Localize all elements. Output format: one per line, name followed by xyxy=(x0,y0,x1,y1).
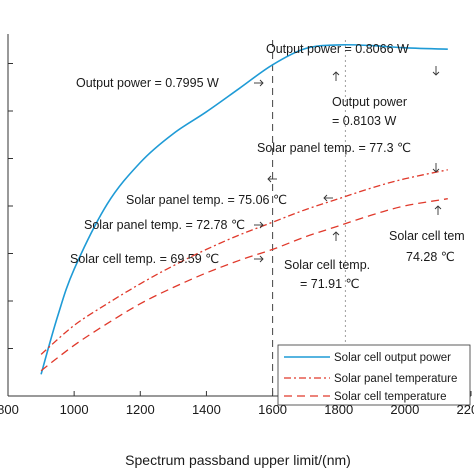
legend-box xyxy=(277,344,471,406)
annotation-cell-temp-69.59: Solar cell temp. = 69.59 ℃ xyxy=(70,252,219,266)
x-tick-label-1800: 1800 xyxy=(324,402,353,417)
annotations: Output power = 0.8066 W Output power = 0… xyxy=(70,42,465,291)
reference-lines xyxy=(272,40,346,396)
annotation-markers xyxy=(254,66,442,263)
x-tick-label-2000: 2000 xyxy=(390,402,419,417)
annotation-cell-temp-74.28-line2: 74.28 ℃ xyxy=(406,250,455,264)
x-axis-label: Spectrum passband upper limit/(nm) xyxy=(125,452,351,468)
plot-area xyxy=(8,34,471,396)
annotation-output-power-0.7995: Output power = 0.7995 W xyxy=(76,76,219,90)
annotation-panel-temp-77.3: Solar panel temp. = 77.3 ℃ xyxy=(257,141,411,155)
axes: 800 1000 1200 1400 1600 1800 2000 2200 xyxy=(0,34,474,417)
legend-label-panel-temp: Solar panel temperature xyxy=(334,373,457,385)
arrow-cell-temp-74.28-head xyxy=(434,205,442,210)
arrow-panel-temp-75.06-head xyxy=(323,194,328,202)
annotation-panel-temp-72.78: Solar panel temp. = 72.78 ℃ xyxy=(84,218,245,232)
series-line-solar-cell-temperature xyxy=(40,198,448,372)
annotation-cell-temp-71.91-line1: Solar cell temp. xyxy=(284,258,370,272)
arrow-cell-temp-69.59-head xyxy=(259,255,264,263)
x-tick-label-800: 800 xyxy=(0,402,19,417)
arrow-panel-temp-72.78-head xyxy=(259,221,264,229)
annotation-panel-temp-75.06: Solar panel temp. = 75.06 ℃ xyxy=(126,193,287,207)
legend-label-output-power: Solar cell output power xyxy=(334,352,451,364)
arrow-panel-temp-77.3-head xyxy=(432,168,440,173)
series-group xyxy=(40,43,448,375)
x-tick-label-2200: 2200 xyxy=(457,402,474,417)
series-line-solar-cell-output-power xyxy=(40,43,448,375)
annotation-output-power-0.8103-line1: Output power xyxy=(332,95,407,109)
x-tick-label-1400: 1400 xyxy=(192,402,221,417)
annotation-cell-temp-74.28-line1: Solar cell tem xyxy=(389,229,465,243)
x-tick-label-1600: 1600 xyxy=(258,402,287,417)
legend-label-cell-temp: Solar cell temperature xyxy=(334,391,447,403)
legend: Solar cell output power Solar panel temp… xyxy=(277,344,471,406)
annotation-cell-temp-71.91-line2: = 71.91 ℃ xyxy=(300,277,360,291)
arrow-cell-temp-71.91-head xyxy=(332,231,340,236)
arrow-output-power-0.8066-head xyxy=(432,71,440,76)
arrow-output-power-0.7995-head xyxy=(259,79,264,87)
arrow-output-power-0.8103-head xyxy=(332,71,340,76)
x-tick-label-1000: 1000 xyxy=(60,402,89,417)
x-tick-label-1200: 1200 xyxy=(126,402,155,417)
annotation-output-power-0.8103-line2: = 0.8103 W xyxy=(332,114,396,128)
arrow-panel-temp-75.06-to-1600-head xyxy=(267,175,272,183)
annotation-output-power-0.8066: Output power = 0.8066 W xyxy=(266,42,409,56)
